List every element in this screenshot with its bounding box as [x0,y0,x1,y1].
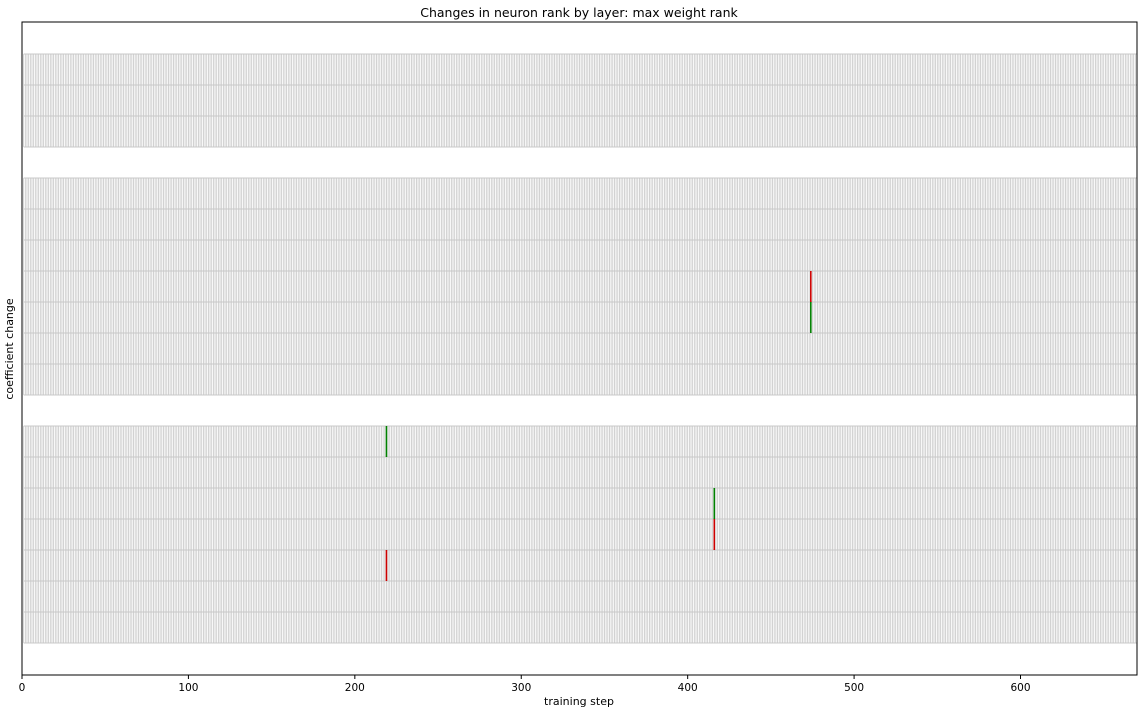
x-tick-label: 200 [345,682,365,694]
y-axis-label: coefficient change [3,298,16,400]
step-grid-lines [24,178,1137,395]
grid-layer [24,54,1137,643]
chart-title: Changes in neuron rank by layer: max wei… [420,5,738,20]
x-axis-label: training step [544,695,614,708]
layer-block [24,178,1137,395]
step-grid-lines [24,426,1137,643]
x-tick-label: 300 [511,682,531,694]
step-grid-lines [24,54,1137,147]
x-tick-label: 100 [178,682,198,694]
x-tick-label: 0 [19,682,26,694]
x-axis: 0 100 200 300 400 500 600 [19,675,1031,694]
x-tick-label: 400 [678,682,698,694]
x-tick-label: 600 [1010,682,1030,694]
layer-block [24,426,1137,643]
x-tick-label: 500 [844,682,864,694]
layer-block [24,54,1137,147]
